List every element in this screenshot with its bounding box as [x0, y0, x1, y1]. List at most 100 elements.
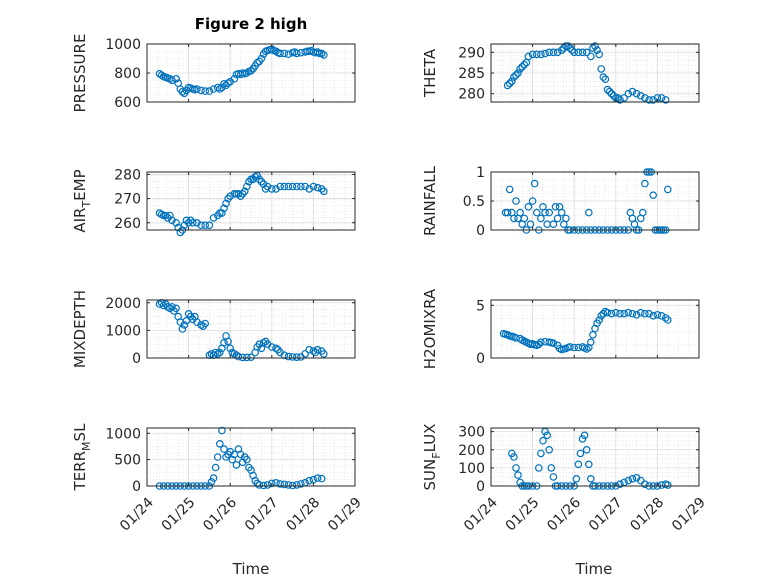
data-point: [595, 50, 604, 59]
data-point: [605, 87, 614, 96]
data-point: [549, 48, 558, 57]
data-point: [284, 352, 293, 361]
data-point: [213, 453, 222, 461]
data-point: [551, 203, 560, 211]
data-point: [297, 182, 305, 191]
data-point: [541, 208, 549, 217]
data-point: [657, 94, 666, 102]
data-point: [591, 42, 599, 50]
data-point: [663, 185, 672, 194]
data-point: [532, 50, 541, 59]
data-point: [518, 63, 527, 71]
data-point: [288, 353, 297, 361]
data-point: [520, 214, 529, 223]
data-point: [201, 87, 210, 95]
data-point: [616, 309, 624, 318]
y-tick-label: 300: [458, 425, 485, 441]
y-axis-label: THETA: [421, 48, 439, 98]
data-point: [168, 303, 176, 311]
data-point: [313, 345, 322, 354]
data-point: [272, 47, 280, 56]
data-point: [315, 49, 324, 58]
y-tick-label: 260: [114, 216, 141, 232]
data-point: [276, 49, 284, 58]
data-point: [520, 60, 529, 69]
figure-title: Figure 2 high: [195, 15, 308, 33]
data-point: [313, 474, 322, 482]
data-point: [197, 221, 205, 230]
y-tick-label: 0: [132, 479, 141, 495]
data-point: [516, 65, 524, 73]
data-point: [530, 179, 539, 188]
data-point: [505, 185, 514, 194]
y-axis-label: PRESSURE: [71, 34, 89, 113]
data-point: [539, 436, 547, 445]
data-point: [245, 177, 253, 186]
data-point: [205, 221, 214, 230]
data-point: [649, 311, 658, 320]
data-point: [292, 182, 301, 191]
data-point: [514, 471, 522, 479]
data-point: [543, 431, 552, 440]
data-point: [624, 89, 633, 98]
data-point: [586, 474, 595, 483]
data-point: [241, 187, 249, 196]
y-tick-label: 280: [458, 87, 485, 103]
data-point: [557, 208, 566, 217]
data-point: [661, 314, 670, 322]
y-tick-label: 5: [476, 298, 485, 314]
data-point: [220, 338, 228, 347]
data-point: [505, 79, 514, 88]
data-point: [512, 71, 520, 79]
data-point: [317, 474, 326, 483]
data-point: [516, 208, 524, 217]
data-point: [209, 214, 218, 222]
data-point: [641, 94, 649, 102]
data-point: [616, 480, 624, 489]
data-point: [267, 185, 276, 193]
data-point: [557, 46, 566, 55]
data-point: [226, 192, 235, 201]
data-point: [193, 85, 201, 93]
y-axis-label: MIXDEPTH: [71, 290, 89, 368]
data-point: [537, 338, 545, 347]
data-point: [297, 480, 305, 488]
data-point: [603, 85, 612, 94]
data-point: [553, 48, 562, 57]
data-point: [216, 439, 224, 448]
data-point: [562, 42, 570, 50]
data-point: [595, 316, 604, 324]
data-point: [601, 75, 610, 84]
data-point: [547, 464, 556, 472]
y-tick-label: 1000: [105, 426, 141, 442]
data-point: [224, 194, 232, 203]
y-axis-label: AIRTEMP: [71, 169, 93, 232]
data-point: [319, 187, 328, 196]
data-point: [234, 352, 243, 361]
subplot-mixdepth: 0 1000 2000 MIXDEPTH: [71, 290, 356, 368]
data-point: [284, 182, 293, 191]
data-point: [313, 183, 322, 192]
subplot-rainfall: 0 0.5 1 RAINFALL: [421, 165, 700, 239]
y-tick-label: 1000: [105, 323, 141, 339]
data-point: [236, 192, 245, 201]
data-point: [180, 221, 189, 230]
data-point: [578, 48, 587, 57]
y-axis-label: SUNFLUX: [421, 424, 443, 491]
data-point: [243, 353, 251, 362]
y-tick-label: 100: [458, 461, 485, 477]
data-point: [292, 481, 301, 489]
data-point: [512, 197, 520, 205]
data-point: [528, 50, 537, 59]
data-point: [580, 431, 589, 440]
data-point: [305, 476, 314, 485]
data-point: [313, 48, 322, 56]
data-point: [232, 461, 241, 469]
data-point: [636, 92, 645, 100]
data-point: [586, 52, 595, 61]
data-point: [564, 42, 572, 50]
data-point: [247, 353, 255, 362]
